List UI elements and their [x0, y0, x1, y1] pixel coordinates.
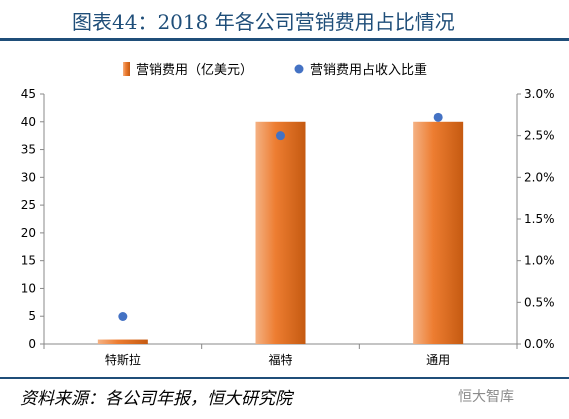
bar [413, 121, 464, 345]
y-right-tick-label: 2.0% [524, 170, 555, 184]
legend-swatch-point [294, 64, 304, 74]
y-left-tick-label: 45 [21, 87, 36, 101]
x-tick-label: 特斯拉 [105, 352, 141, 367]
point [433, 112, 443, 122]
y-right-tick-label: 1.5% [524, 212, 555, 226]
x-tick-label: 福特 [268, 352, 292, 367]
y-left-tick-label: 10 [21, 281, 36, 295]
y-left-tick-label: 35 [21, 143, 36, 157]
chart: 营销费用（亿美元） 营销费用占收入比重 0 5 10 15 20 25 30 35 40 45 0.0… [21, 62, 555, 367]
watermark: 恒大智库 [458, 389, 514, 405]
y-left-tick-label: 20 [21, 226, 36, 240]
legend: 营销费用（亿美元） 营销费用占收入比重 [123, 62, 427, 78]
legend-label-point: 营销费用占收入比重 [310, 62, 427, 78]
y-right-tick-label: 1.0% [524, 254, 555, 268]
y-right-tick-label: 3.0% [524, 87, 555, 101]
y-left-tick-label: 30 [21, 170, 36, 184]
y-left-tick-label: 15 [21, 254, 36, 268]
point [276, 131, 285, 141]
chart-marks [97, 112, 464, 345]
footer-rule [0, 377, 569, 379]
title-rule [0, 38, 569, 41]
point [118, 312, 128, 321]
x-tick-label: 通用 [426, 353, 450, 367]
legend-label-bar: 营销费用（亿美元） [136, 63, 253, 78]
y-left-tick-label: 5 [28, 309, 36, 323]
bar [255, 121, 306, 345]
axes: 0 5 10 15 20 25 30 35 40 45 0.0% 0.5% 1.0% 1.5% 2.0% 2.… [21, 87, 555, 367]
bar [97, 339, 148, 344]
page-title: 图表44：2018 年各公司营销费用占比情况 [72, 10, 455, 34]
source-note: 资料来源：各公司年报，恒大研究院 [20, 389, 292, 409]
y-right-tick-label: 0.0% [524, 337, 555, 351]
legend-swatch-bar [123, 62, 130, 76]
y-left-tick-label: 25 [21, 198, 36, 212]
y-left-tick-label: 0 [28, 337, 36, 351]
y-right-tick-label: 0.5% [524, 295, 555, 309]
y-right-tick-label: 2.5% [524, 129, 555, 143]
y-left-tick-label: 40 [21, 115, 36, 129]
